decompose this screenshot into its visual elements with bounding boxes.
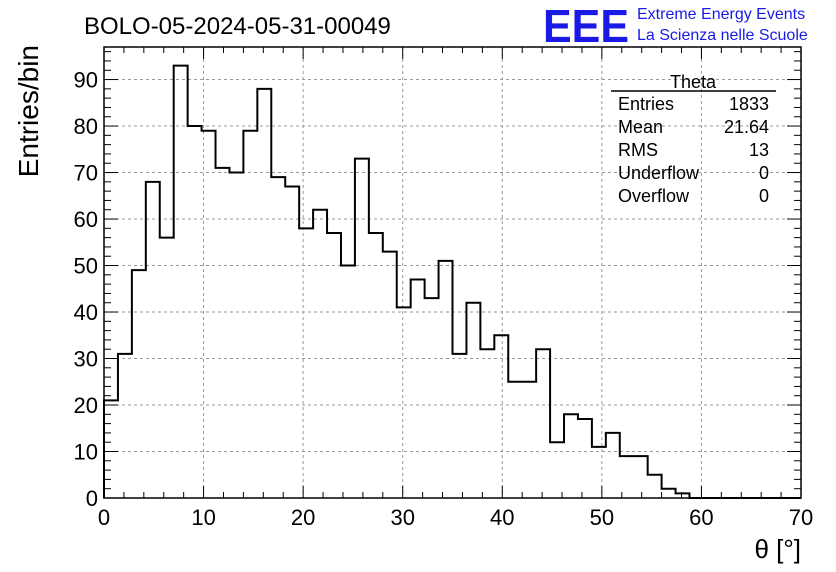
histogram-bin [592, 447, 606, 498]
histogram-bin [634, 456, 648, 498]
y-tick-label: 60 [74, 207, 98, 232]
histogram-bin [313, 210, 327, 498]
histogram-bin [146, 182, 160, 498]
histogram-bins [103, 64, 801, 499]
histogram-bin [271, 177, 285, 498]
stats-box-title: Theta [670, 72, 717, 92]
stats-value-entries: 1833 [729, 94, 769, 114]
y-tick-label: 80 [74, 114, 98, 139]
x-tick-label: 50 [590, 505, 614, 530]
x-tick-label: 0 [98, 505, 110, 530]
x-axis-label: θ [°] [754, 534, 801, 564]
histogram-bin [397, 307, 411, 498]
histogram-bin [369, 233, 383, 498]
histogram-bin [550, 442, 564, 498]
histogram-bin [355, 159, 369, 498]
y-tick-label: 50 [74, 254, 98, 279]
histogram-bin [578, 419, 592, 498]
y-tick-label: 90 [74, 68, 98, 93]
histogram-bin [494, 335, 508, 498]
stats-value-mean: 21.64 [724, 117, 769, 137]
histogram-bin [411, 279, 425, 498]
x-tick-label: 10 [191, 505, 215, 530]
histogram-bin [285, 186, 299, 498]
histogram-bin [132, 270, 146, 498]
histogram-bin [620, 456, 634, 498]
histogram-bin [299, 228, 313, 498]
histogram-bin [564, 414, 578, 498]
x-tick-label: 40 [490, 505, 514, 530]
histogram-bin [104, 400, 118, 498]
eee-logo-mark: EEE [543, 0, 629, 52]
y-tick-label: 30 [74, 347, 98, 372]
x-tick-label: 70 [789, 505, 813, 530]
histogram-bin [160, 238, 174, 498]
logo-line-2: La Scienza nelle Scuole [637, 27, 808, 44]
stats-label-overflow: Overflow [618, 186, 690, 206]
histogram-outline [103, 64, 801, 499]
histogram-bin [229, 173, 243, 498]
histogram-bin [174, 66, 188, 498]
chart-title: BOLO-05-2024-05-31-00049 [84, 13, 391, 40]
stats-label-entries: Entries [618, 94, 674, 114]
histogram-bin [662, 489, 676, 498]
histogram-bin [466, 303, 480, 498]
histogram-bin [453, 354, 467, 498]
stats-value-underflow: 0 [759, 163, 769, 183]
histogram-bin [508, 382, 522, 498]
tick-labels: 0 10 20 30 40 50 60 70 0 10 20 30 40 50 60 70 80 90 [74, 68, 814, 530]
stats-label-mean: Mean [618, 117, 663, 137]
histogram-bin [536, 349, 550, 498]
histogram-bin [257, 89, 271, 498]
logo-line-1: Extreme Energy Events [637, 6, 805, 23]
stats-label-underflow: Underflow [618, 163, 700, 183]
histogram-bin [327, 233, 341, 498]
histogram-bin [522, 382, 536, 498]
x-tick-label: 30 [390, 505, 414, 530]
histogram-bin [439, 261, 453, 498]
histogram-bin [188, 126, 202, 498]
y-tick-label: 40 [74, 300, 98, 325]
y-tick-label: 0 [86, 486, 98, 511]
histogram-bin [383, 252, 397, 498]
y-axis-label: Entries/bin [13, 45, 44, 177]
histogram-bin [216, 168, 230, 498]
y-tick-label: 10 [74, 440, 98, 465]
histogram-bin [648, 475, 662, 498]
x-tick-label: 60 [689, 505, 713, 530]
histogram-bin [425, 298, 439, 498]
x-tick-label: 20 [291, 505, 315, 530]
histogram-bin [341, 266, 355, 498]
histogram-bin [118, 354, 132, 498]
histogram-bin [202, 131, 216, 498]
stats-value-overflow: 0 [759, 186, 769, 206]
plot-frame [103, 46, 802, 499]
histogram-bin [480, 349, 494, 498]
y-tick-label: 70 [74, 161, 98, 186]
histogram-bin [606, 433, 620, 498]
y-tick-label: 20 [74, 393, 98, 418]
histogram-bin [243, 131, 257, 498]
axis-ticks [103, 47, 802, 499]
stats-box: Theta Entries 1833 Mean 21.64 RMS 13 Und… [611, 72, 776, 206]
stats-label-rms: RMS [618, 140, 658, 160]
stats-value-rms: 13 [749, 140, 769, 160]
